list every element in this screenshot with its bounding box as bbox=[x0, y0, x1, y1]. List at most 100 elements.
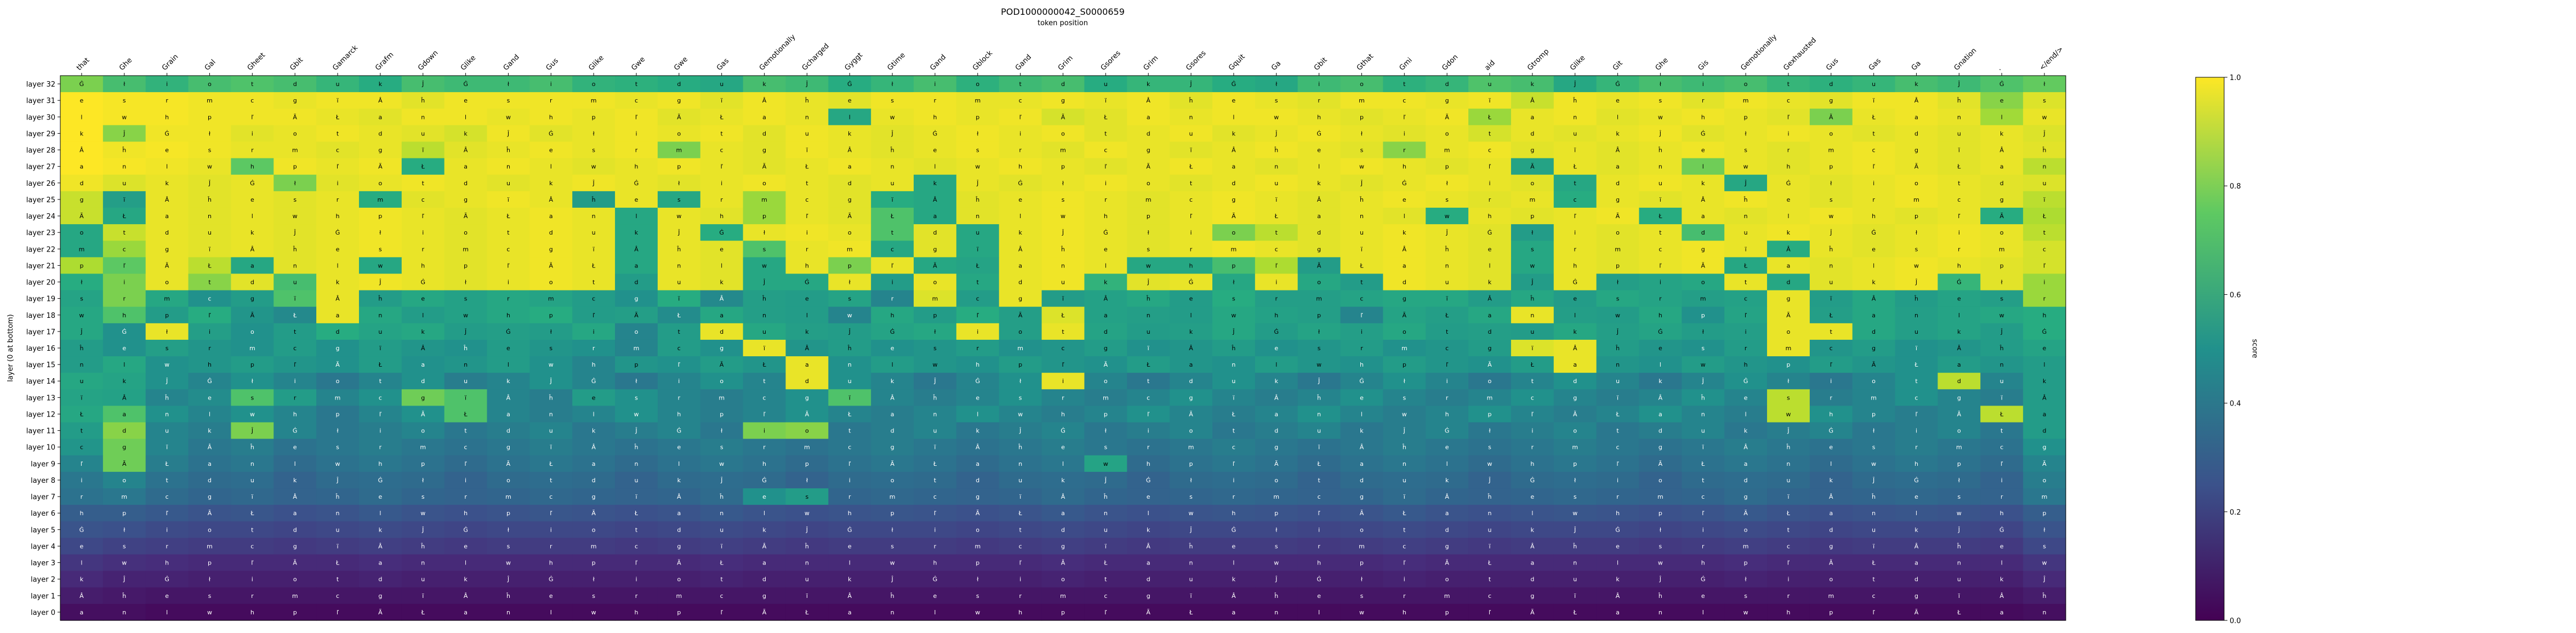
cell-annotation: h bbox=[2043, 312, 2047, 319]
cell-annotation: t bbox=[635, 81, 638, 88]
cell-annotation: d bbox=[165, 229, 169, 236]
cell-annotation: g bbox=[1829, 97, 1833, 104]
cell-annotation: r bbox=[550, 97, 552, 104]
heatmap-cell bbox=[572, 109, 615, 126]
cell-annotation: n bbox=[79, 361, 83, 368]
cell-annotation: t bbox=[721, 130, 723, 137]
cell-annotation: r bbox=[2043, 295, 2046, 303]
heatmap-cell bbox=[401, 158, 445, 175]
cell-annotation: w bbox=[1231, 312, 1236, 319]
cell-annotation: w bbox=[1957, 510, 1962, 517]
cell-annotation: Â bbox=[591, 444, 596, 451]
cell-annotation: n bbox=[1573, 560, 1577, 567]
cell-annotation: e bbox=[1104, 246, 1108, 253]
heatmap-cell bbox=[2023, 224, 2066, 241]
heatmap-cell bbox=[358, 92, 402, 109]
cell-annotation: g bbox=[677, 97, 681, 104]
heatmap-cell bbox=[1297, 125, 1341, 142]
cell-annotation: d bbox=[1829, 81, 1833, 88]
heatmap-cell bbox=[529, 224, 573, 241]
heatmap-cell bbox=[1340, 191, 1383, 208]
cell-annotation: Ĵ bbox=[1787, 427, 1789, 435]
heatmap-cell bbox=[956, 257, 1000, 275]
heatmap-cell bbox=[102, 191, 146, 208]
cell-annotation: p bbox=[208, 560, 212, 567]
cell-annotation: n bbox=[1317, 410, 1321, 418]
cell-annotation: Ġ bbox=[1615, 81, 1620, 88]
heatmap-cell bbox=[871, 191, 914, 208]
cell-annotation: i bbox=[892, 279, 893, 286]
cell-annotation: ï bbox=[208, 246, 211, 253]
heatmap-cell bbox=[1596, 92, 1640, 109]
heatmap-cell bbox=[188, 257, 231, 275]
heatmap-cell bbox=[871, 158, 914, 175]
cell-annotation: h bbox=[933, 560, 937, 567]
cell-annotation: w bbox=[122, 560, 127, 567]
cell-annotation: Ã bbox=[335, 361, 340, 368]
heatmap-cell bbox=[401, 125, 445, 142]
cell-annotation: ĥ bbox=[420, 97, 425, 104]
cell-annotation: e bbox=[976, 394, 979, 401]
cell-annotation: d bbox=[293, 526, 297, 533]
cell-annotation: m bbox=[1615, 246, 1621, 253]
heatmap-cell bbox=[1724, 92, 1768, 109]
cell-annotation: Ã bbox=[506, 460, 511, 467]
cell-annotation: u bbox=[891, 180, 894, 187]
cell-annotation: ĥ bbox=[1530, 295, 1534, 303]
cell-annotation: Ã bbox=[762, 163, 767, 170]
heatmap-cell bbox=[1639, 109, 1682, 126]
cell-annotation: d bbox=[1445, 81, 1449, 88]
cell-annotation: c bbox=[635, 97, 638, 104]
cell-annotation: u bbox=[2043, 180, 2047, 187]
heatmap-cell bbox=[785, 224, 829, 241]
cell-annotation: e bbox=[549, 147, 553, 154]
cell-annotation: Ġ bbox=[634, 180, 639, 187]
cell-annotation: ĥ bbox=[293, 246, 297, 253]
cell-annotation: g bbox=[1104, 345, 1108, 352]
cell-annotation: n bbox=[506, 163, 510, 170]
cell-annotation: u bbox=[250, 477, 254, 484]
heatmap-cell bbox=[828, 241, 871, 258]
heatmap-cell bbox=[1809, 191, 1853, 208]
cell-annotation: d bbox=[848, 180, 852, 187]
heatmap-cell bbox=[444, 92, 488, 109]
cell-annotation: k bbox=[1317, 180, 1321, 187]
cell-annotation: t bbox=[166, 477, 168, 484]
heatmap-cell bbox=[358, 109, 402, 126]
heatmap-cell bbox=[914, 257, 957, 275]
heatmap-cell bbox=[785, 125, 829, 142]
cell-annotation: Ã bbox=[1232, 213, 1236, 220]
heatmap-cell bbox=[828, 92, 871, 109]
cell-annotation: Ġ bbox=[1274, 328, 1279, 335]
heatmap-cell bbox=[1852, 224, 1896, 241]
cell-annotation: w bbox=[1359, 609, 1364, 616]
cell-annotation: Â bbox=[1317, 196, 1321, 203]
cell-annotation: e bbox=[165, 147, 169, 154]
cell-annotation: ĥ bbox=[1146, 295, 1150, 303]
cell-annotation: Ł bbox=[847, 410, 852, 418]
y-tick-label: layer 28 bbox=[26, 147, 55, 155]
cell-annotation: ĥ bbox=[506, 147, 510, 154]
cell-annotation: Ġ bbox=[1402, 180, 1407, 187]
cell-annotation: Ł bbox=[1189, 609, 1193, 616]
cell-annotation: g bbox=[1786, 295, 1790, 303]
cell-annotation: h bbox=[506, 312, 510, 319]
cell-annotation: o bbox=[165, 279, 169, 286]
heatmap-cell bbox=[102, 207, 146, 225]
heatmap-cell bbox=[914, 141, 957, 159]
cell-annotation: i bbox=[550, 81, 552, 88]
cell-annotation: n bbox=[122, 609, 126, 616]
cell-annotation: ĥ bbox=[207, 196, 212, 203]
cell-annotation: u bbox=[1786, 477, 1790, 484]
cell-annotation: Ł bbox=[1786, 510, 1791, 517]
heatmap-cell bbox=[1553, 141, 1597, 159]
cell-annotation: Ã bbox=[1829, 560, 1833, 567]
cell-annotation: p bbox=[1744, 560, 1748, 567]
cell-annotation: o bbox=[1360, 526, 1364, 533]
cell-annotation: m bbox=[249, 345, 255, 352]
cell-annotation: r bbox=[1702, 97, 1705, 104]
cell-annotation: w bbox=[79, 312, 84, 319]
cell-annotation: Ł bbox=[1573, 163, 1577, 170]
cell-annotation: i bbox=[1318, 526, 1320, 533]
cell-annotation: Ã bbox=[1872, 361, 1876, 368]
